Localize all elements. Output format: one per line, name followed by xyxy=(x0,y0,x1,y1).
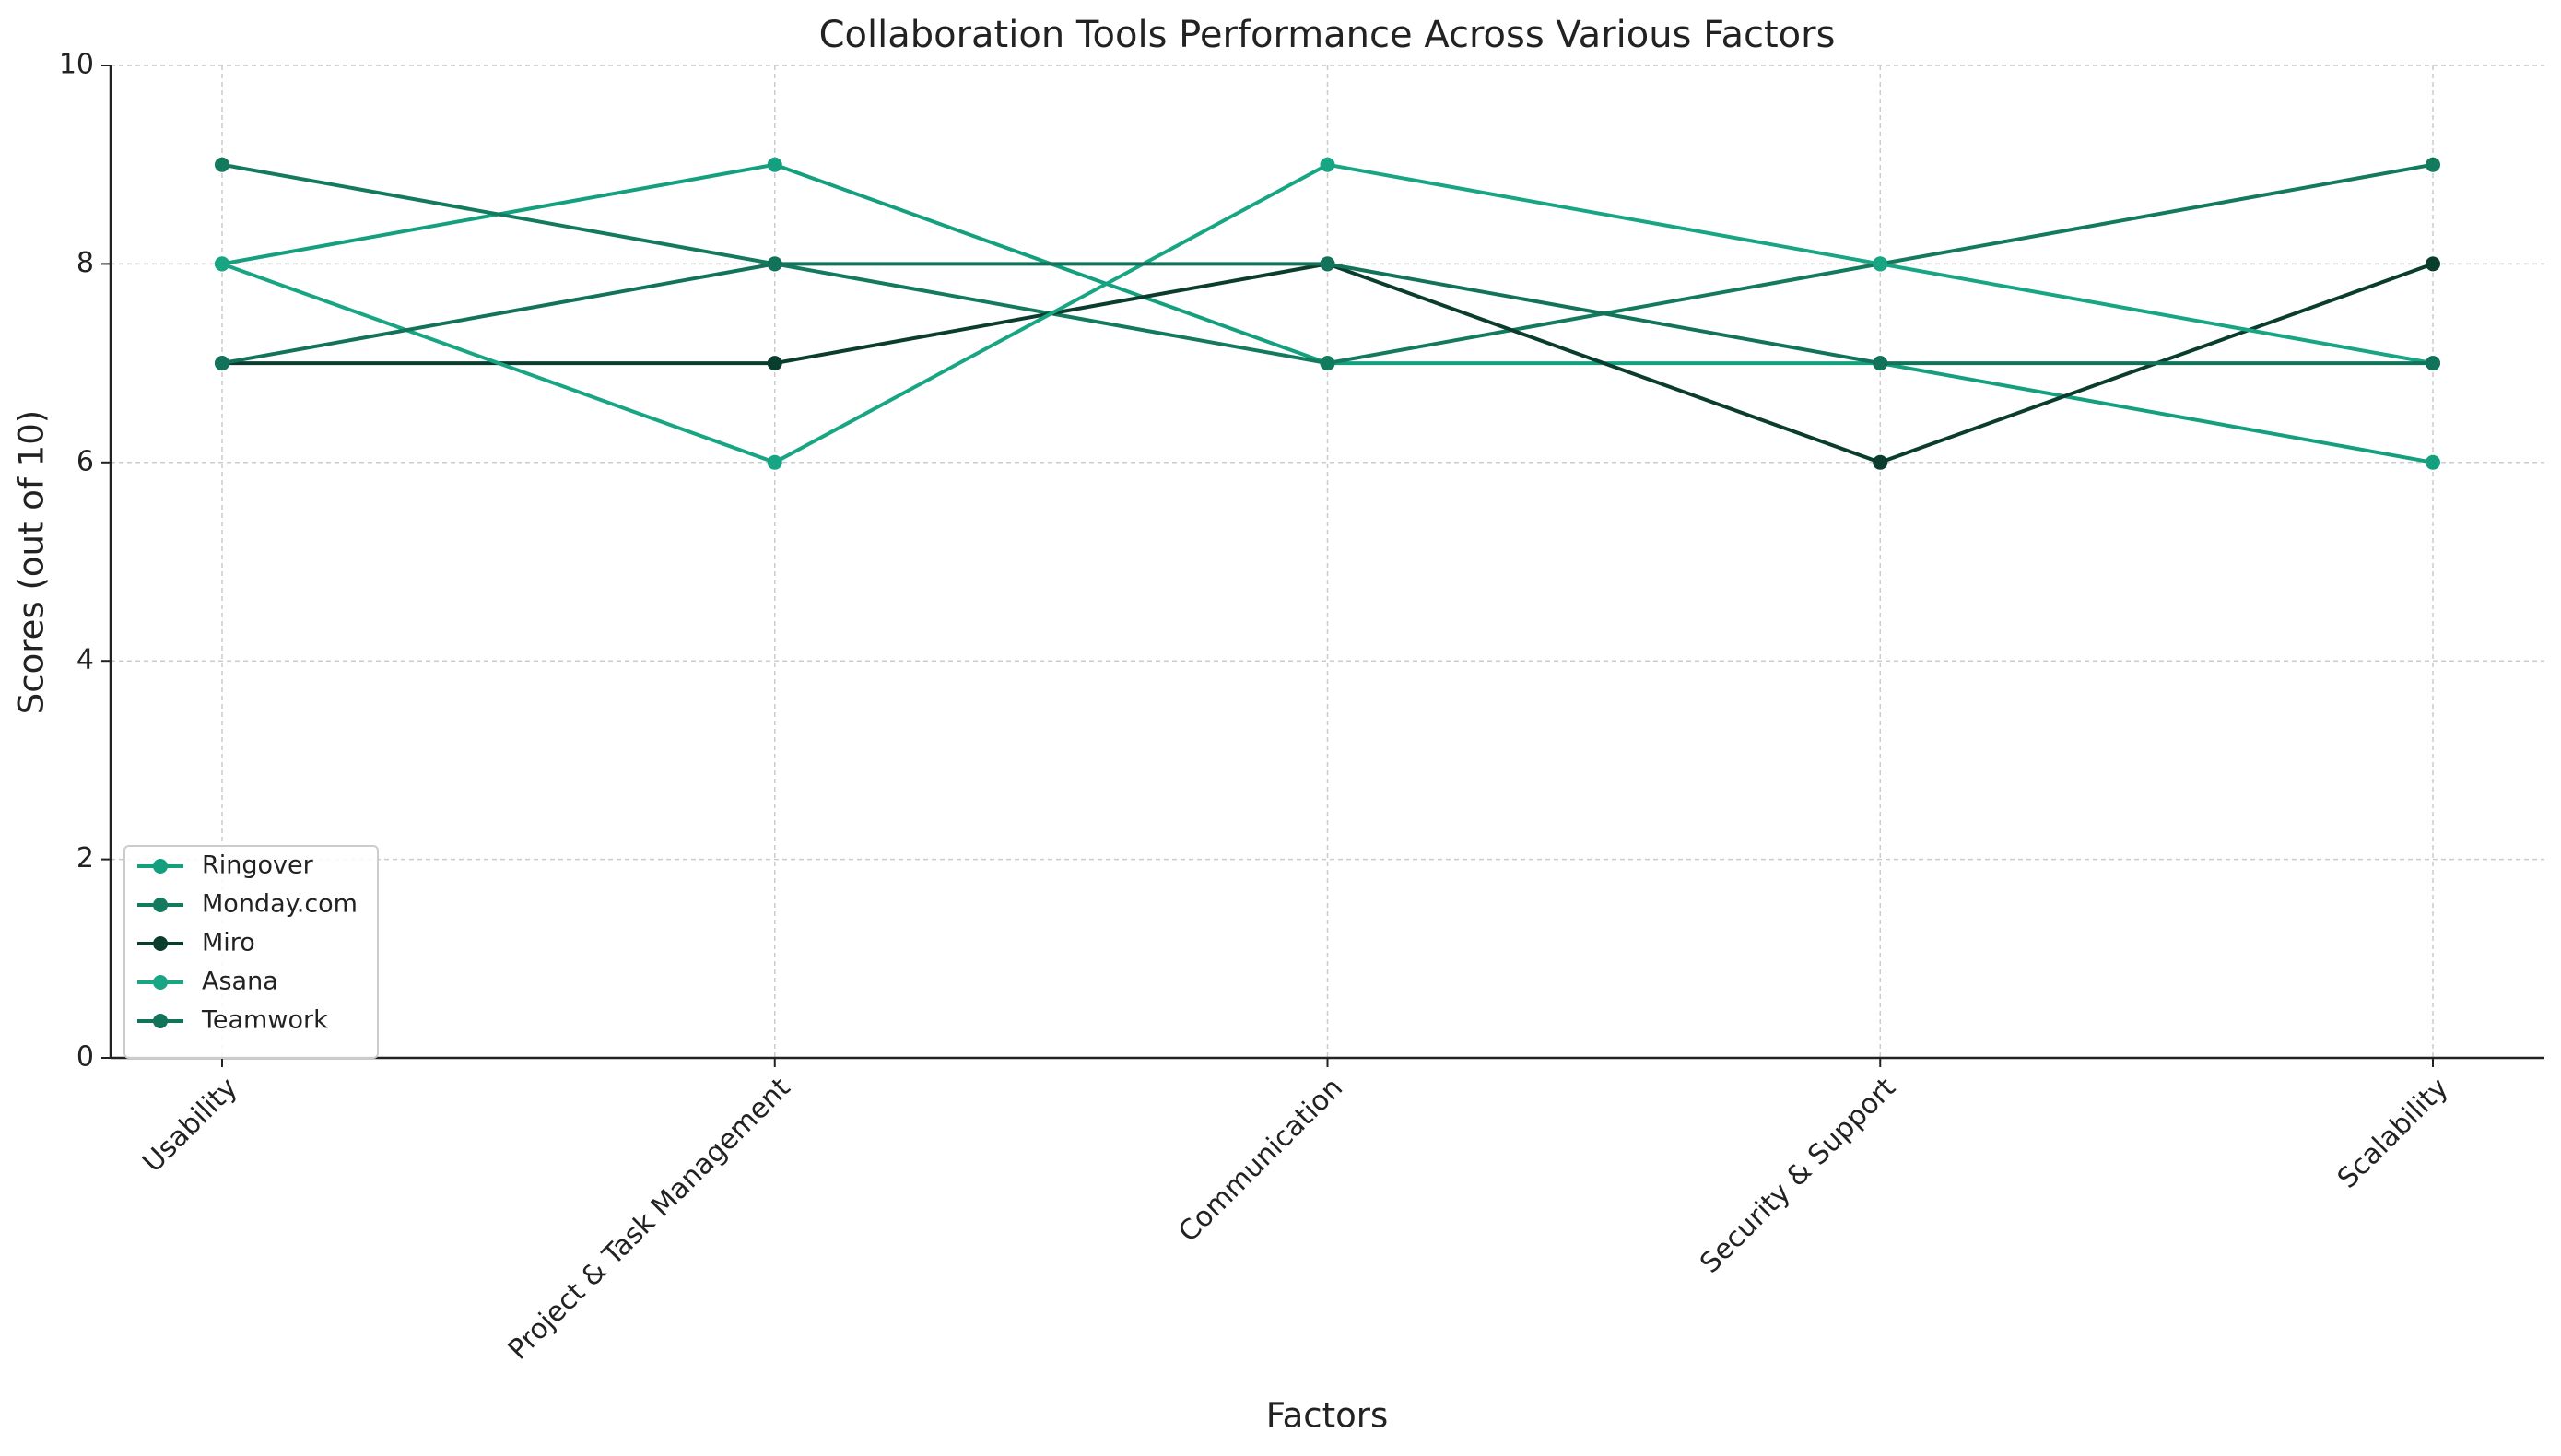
data-point xyxy=(2426,454,2440,470)
legend-box xyxy=(123,845,379,1059)
legend-label: Teamwork xyxy=(201,1006,328,1035)
data-point xyxy=(2426,356,2440,371)
data-point xyxy=(1873,454,1888,470)
data-point xyxy=(767,356,782,371)
y-tick-label: 6 xyxy=(76,445,94,477)
data-point xyxy=(1320,256,1335,272)
x-axis-label: Factors xyxy=(1266,1396,1389,1436)
data-point xyxy=(215,256,229,272)
y-tick-label: 4 xyxy=(76,644,94,676)
chart-title: Collaboration Tools Performance Across V… xyxy=(819,14,1836,56)
data-point xyxy=(767,454,782,470)
data-point xyxy=(1873,356,1888,371)
y-tick-label: 0 xyxy=(76,1041,94,1074)
y-axis-label: Scores (out of 10) xyxy=(12,410,52,714)
legend-marker xyxy=(153,975,168,990)
legend-marker xyxy=(153,936,168,951)
legend-marker xyxy=(153,1014,168,1028)
y-tick-label: 10 xyxy=(59,49,94,81)
data-point xyxy=(767,157,782,172)
legend-label: Ringover xyxy=(202,851,314,880)
legend-marker xyxy=(153,898,168,912)
data-point xyxy=(767,256,782,272)
data-point xyxy=(1873,256,1888,272)
data-point xyxy=(1320,356,1335,371)
legend-marker xyxy=(153,859,168,874)
y-tick-label: 8 xyxy=(76,247,94,279)
legend-label: Monday.com xyxy=(202,890,358,919)
legend-label: Miro xyxy=(202,929,255,957)
data-point xyxy=(215,356,229,371)
data-point xyxy=(215,157,229,172)
data-point xyxy=(2426,256,2440,272)
legend-label: Asana xyxy=(202,968,278,996)
data-point xyxy=(1320,157,1335,172)
y-tick-label: 2 xyxy=(76,842,94,875)
data-point xyxy=(2426,157,2440,172)
